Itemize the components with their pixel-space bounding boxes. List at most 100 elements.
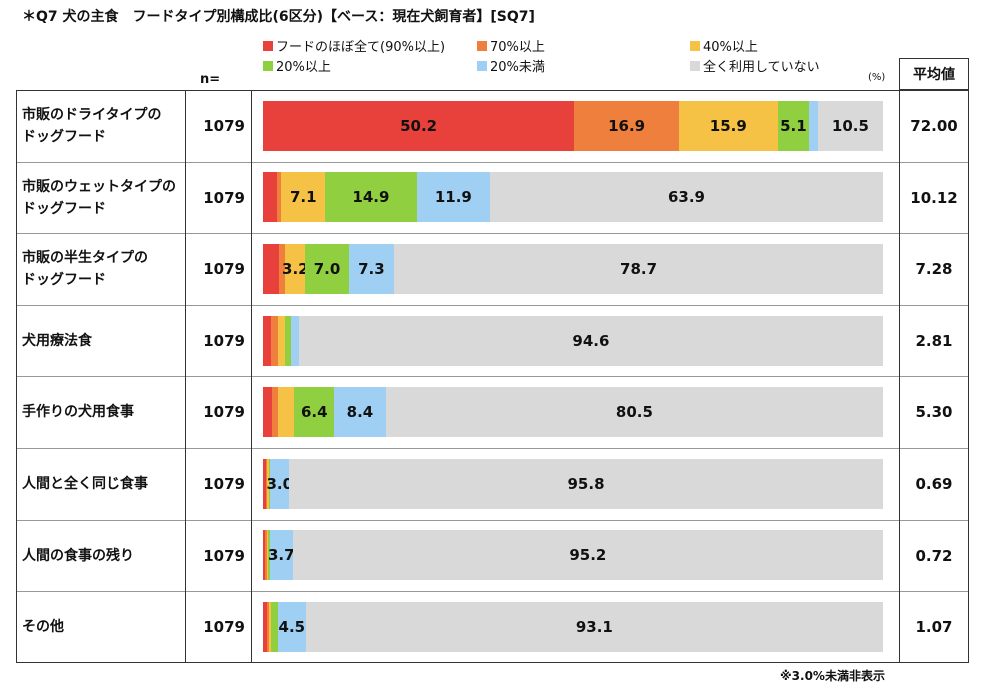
- bar-segment: 95.8: [289, 459, 883, 509]
- legend-swatch: [477, 60, 487, 71]
- bar-segment: 63.9: [489, 172, 883, 222]
- bar-segment: 8.4: [334, 387, 386, 437]
- bar-segment: [290, 316, 299, 366]
- column-divider: [251, 90, 252, 663]
- bar-segment: 3.0: [266, 459, 293, 509]
- bar-segment: 6.4: [294, 387, 334, 437]
- legend-label: フードのほぼ全て(90%以上): [276, 40, 446, 55]
- column-divider: [899, 90, 900, 663]
- bar-segment: [263, 172, 277, 222]
- bar-segment: [263, 602, 268, 652]
- stacked-bar: 3.7 95.2: [263, 530, 883, 580]
- category-label: 市販のウェットタイプの ドッグフード: [22, 162, 182, 234]
- average-value: 10.12: [910, 189, 958, 207]
- average-value: 1.07: [915, 618, 953, 636]
- category-label: その他: [22, 591, 182, 663]
- bar-segment: 3.7: [268, 530, 295, 580]
- bar-segment: [277, 316, 286, 366]
- legend-label: 20%未満: [490, 60, 545, 75]
- bar-segment: [265, 530, 267, 580]
- sample-size: 1079: [203, 618, 245, 636]
- legend-item: 40%以上: [690, 36, 758, 55]
- legend-item: 全く利用していない: [690, 56, 820, 75]
- bar-segment: 93.1: [305, 602, 883, 652]
- bar-segment: 80.5: [385, 387, 883, 437]
- average-value: 7.28: [915, 260, 953, 278]
- data-label: 7.3: [358, 260, 385, 278]
- category-label: 市販のドライタイプの ドッグフード: [22, 90, 182, 162]
- data-label: 7.0: [313, 260, 341, 278]
- legend-swatch: [690, 40, 700, 51]
- bar-segment: [263, 530, 266, 580]
- legend-label: 70%以上: [490, 40, 545, 55]
- row-divider: [16, 591, 969, 592]
- row-divider: [16, 376, 969, 377]
- bar-segment: 11.9: [416, 172, 490, 222]
- data-label: 8.4: [346, 403, 374, 421]
- bar-segment: [263, 316, 272, 366]
- row-divider: [16, 520, 969, 521]
- bar-segment: [267, 602, 270, 652]
- bar-segment: 14.9: [325, 172, 417, 222]
- bar-segment: [267, 530, 270, 580]
- row-divider: [16, 233, 969, 234]
- category-label-line: 市販のウェットタイプの: [22, 179, 176, 195]
- data-label: 14.9: [352, 188, 390, 206]
- data-label: 7.1: [289, 188, 317, 206]
- data-label: 3.0: [266, 475, 294, 493]
- bar-segment: 7.0: [305, 244, 349, 294]
- category-label: 犬用療法食: [22, 305, 182, 377]
- bar-segment: [266, 459, 268, 509]
- sample-size: 1079: [203, 117, 245, 135]
- bar-segment: 50.2: [263, 101, 575, 151]
- category-label-line: 市販の半生タイプの: [22, 250, 148, 266]
- bar-segment: [271, 316, 278, 366]
- data-label: 3.7: [268, 546, 295, 564]
- category-label-line: 犬用療法食: [22, 333, 92, 349]
- bar-segment: 15.9: [679, 101, 778, 151]
- bar-segment: [263, 459, 267, 509]
- category-label: 市販の半生タイプの ドッグフード: [22, 233, 182, 305]
- chart-title: ＊Q7 犬の主食 フードタイプ別構成比(6区分)【ベース：現在犬飼育者】[SQ7…: [22, 9, 535, 25]
- legend-swatch: [477, 40, 487, 51]
- average-value: 72.00: [910, 117, 958, 135]
- legend-item: 20%未満: [477, 56, 545, 75]
- data-label: 94.6: [572, 332, 610, 350]
- bar-segment: 4.5: [277, 602, 306, 652]
- bar-segment: [279, 244, 286, 294]
- category-label: 人間の食事の残り: [22, 520, 182, 592]
- bar-segment: 5.1: [777, 101, 810, 151]
- legend-item: 70%以上: [477, 36, 545, 55]
- data-label: 6.4: [300, 403, 328, 421]
- data-label: 78.7: [620, 260, 658, 278]
- sample-size: 1079: [203, 260, 245, 278]
- stacked-bar: 3.0 95.8: [263, 459, 883, 509]
- bar-segment: 3.2: [282, 244, 309, 294]
- category-label-line: ドッグフード: [22, 272, 106, 288]
- bar-segment: [271, 602, 278, 652]
- sample-size: 1079: [203, 475, 245, 493]
- sample-size: 1079: [203, 547, 245, 565]
- category-label: 手作りの犬用食事: [22, 376, 182, 448]
- stacked-bar: 6.4 8.4 80.5: [263, 387, 883, 437]
- bar-segment: [268, 459, 271, 509]
- bar-segment: 7.1: [281, 172, 326, 222]
- bar-segment: [809, 101, 818, 151]
- category-label-line: 人間と全く同じ食事: [22, 476, 148, 492]
- bar-segment: 78.7: [394, 244, 883, 294]
- sample-size: 1079: [203, 189, 245, 207]
- data-label: 3.2: [282, 260, 309, 278]
- data-label: 4.5: [278, 618, 306, 636]
- category-label-line: 市販のドライタイプの: [22, 107, 162, 123]
- category-label-line: 手作りの犬用食事: [22, 404, 134, 420]
- data-label: 93.1: [575, 618, 613, 636]
- legend-swatch: [263, 60, 273, 71]
- category-label-line: その他: [22, 619, 64, 635]
- sample-size: 1079: [203, 403, 245, 421]
- stacked-bar: 4.5 93.1: [263, 602, 883, 652]
- bar-segment: [263, 244, 280, 294]
- data-label: 10.5: [831, 117, 869, 135]
- category-label: 人間と全く同じ食事: [22, 448, 182, 520]
- bar-segment: [269, 602, 272, 652]
- bar-segment: [277, 387, 295, 437]
